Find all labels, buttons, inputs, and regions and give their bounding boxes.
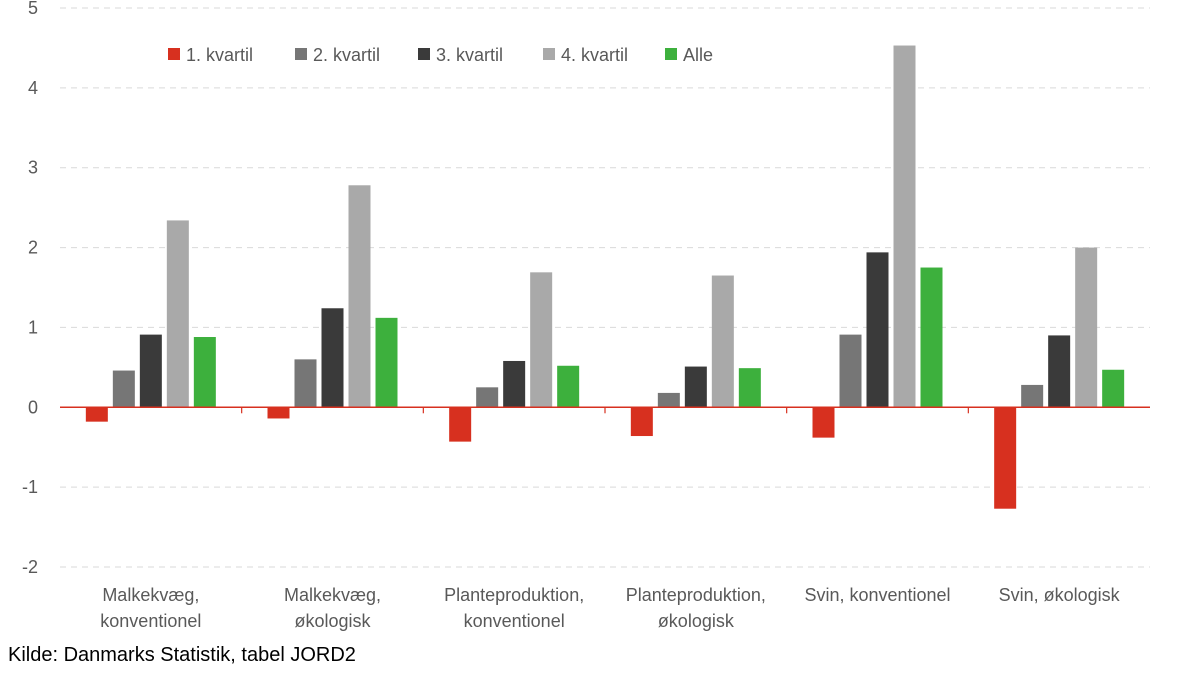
- bar-3-kvartil: [503, 360, 526, 408]
- bar-1-kvartil: [630, 407, 653, 437]
- bar-2-kvartil: [657, 392, 680, 408]
- y-tick-label: -2: [22, 557, 38, 577]
- bar-4-kvartil: [893, 45, 916, 408]
- bar-4-kvartil: [1075, 247, 1098, 408]
- bar-1-kvartil: [267, 407, 290, 419]
- legend-label: 3. kvartil: [436, 45, 503, 65]
- source-note: Kilde: Danmarks Statistik, tabel JORD2: [8, 644, 356, 666]
- x-category-label: Planteproduktion,: [626, 585, 766, 605]
- legend-label: 4. kvartil: [561, 45, 628, 65]
- bar-3-kvartil: [684, 366, 707, 408]
- bar-alle: [193, 337, 216, 408]
- bar-2-kvartil: [839, 334, 862, 408]
- bar-alle: [375, 317, 398, 408]
- bar-4-kvartil: [530, 272, 553, 408]
- y-tick-label: 5: [28, 0, 38, 18]
- bar-4-kvartil: [348, 185, 371, 408]
- x-category-label: Svin, økologisk: [999, 585, 1121, 605]
- bar-4-kvartil: [166, 220, 189, 408]
- x-category-label: konventionel: [464, 611, 565, 631]
- y-tick-label: -1: [22, 477, 38, 497]
- x-category-label: Planteproduktion,: [444, 585, 584, 605]
- bar-2-kvartil: [476, 387, 499, 408]
- legend-item: 4. kvartil: [543, 45, 628, 65]
- bar-1-kvartil: [449, 407, 472, 442]
- bar-3-kvartil: [866, 252, 889, 408]
- y-tick-label: 3: [28, 158, 38, 178]
- zero-axis: [60, 406, 1150, 414]
- legend-label: Alle: [683, 45, 713, 65]
- bar-alle: [557, 365, 580, 408]
- gridlines: [60, 7, 1150, 568]
- y-tick-label: 1: [28, 317, 38, 337]
- y-axis-ticks: 5 4 3 2 1 0 -1 -2: [22, 0, 38, 577]
- legend-swatch: [543, 48, 555, 60]
- bar-2-kvartil: [1021, 384, 1044, 408]
- bar-2-kvartil: [294, 359, 317, 408]
- legend: 1. kvartil 2. kvartil 3. kvartil 4. kvartil…: [168, 45, 713, 65]
- bar-4-kvartil: [711, 275, 734, 408]
- legend-swatch: [295, 48, 307, 60]
- bar-1-kvartil: [994, 407, 1017, 509]
- y-tick-label: 2: [28, 238, 38, 258]
- legend-item: 2. kvartil: [295, 45, 380, 65]
- bar-3-kvartil: [321, 308, 344, 408]
- legend-swatch: [665, 48, 677, 60]
- x-category-label: økologisk: [658, 611, 735, 631]
- y-tick-label: 0: [28, 397, 38, 417]
- legend-swatch: [418, 48, 430, 60]
- legend-label: 2. kvartil: [313, 45, 380, 65]
- legend-label: 1. kvartil: [186, 45, 253, 65]
- bar-3-kvartil: [1048, 335, 1071, 408]
- legend-item: Alle: [665, 45, 713, 65]
- x-axis-labels: Malkekvæg, konventionel Malkekvæg, økologis…: [100, 585, 1120, 631]
- legend-swatch: [168, 48, 180, 60]
- bar-alle: [738, 368, 761, 408]
- x-category-label: konventionel: [100, 611, 201, 631]
- x-category-label: Malkekvæg,: [284, 585, 381, 605]
- x-category-label: Malkekvæg,: [102, 585, 199, 605]
- bar-1-kvartil: [85, 407, 108, 422]
- x-category-label: Svin, konventionel: [804, 585, 950, 605]
- y-tick-label: 4: [28, 78, 38, 98]
- bar-3-kvartil: [139, 334, 162, 408]
- legend-item: 3. kvartil: [418, 45, 503, 65]
- x-category-label: økologisk: [294, 611, 371, 631]
- legend-item: 1. kvartil: [168, 45, 253, 65]
- bar-1-kvartil: [812, 407, 835, 438]
- bar-2-kvartil: [112, 370, 135, 408]
- bars: [85, 45, 1125, 509]
- bar-alle: [1102, 369, 1125, 408]
- bar-alle: [920, 267, 943, 408]
